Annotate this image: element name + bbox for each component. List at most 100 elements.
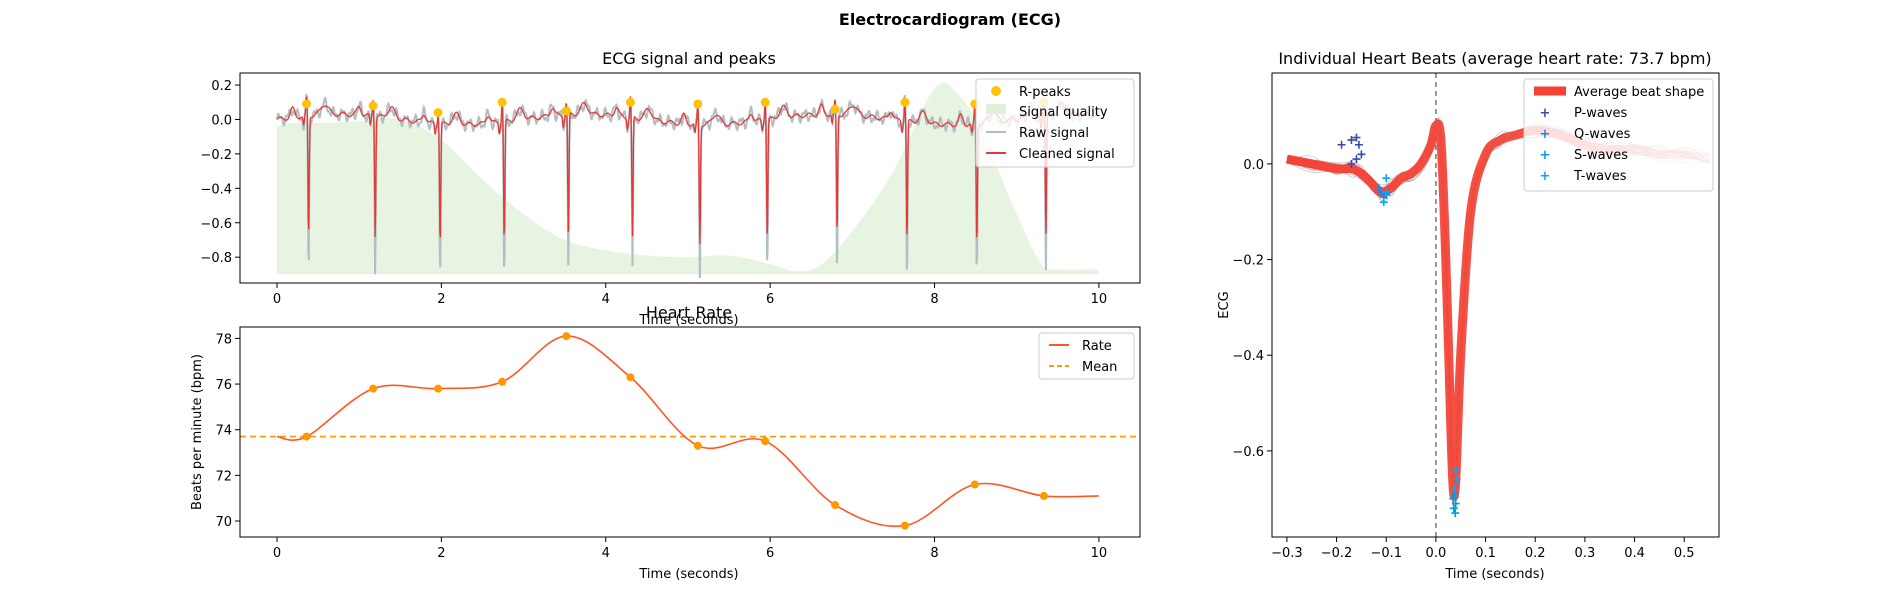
beats-y-ticks: −0.6 −0.4 −0.2 0.0: [1232, 158, 1272, 460]
p-waves-marker: [1352, 133, 1361, 142]
t-waves-marker: [1452, 475, 1461, 484]
legend-t-marker: +: [1540, 169, 1551, 184]
signal-quality-area: [276, 82, 1099, 275]
cleaned-signal-line: [276, 95, 1099, 244]
x-tick-label: 8: [930, 546, 938, 561]
rate-point: [434, 384, 443, 393]
x-tick-label: −0.1: [1370, 546, 1402, 561]
x-tick-label: 2: [437, 292, 445, 307]
rate-point: [562, 332, 571, 341]
y-tick-label: −0.2: [200, 148, 232, 163]
y-tick-label: −0.4: [200, 182, 232, 197]
s-waves-marker: [1451, 509, 1460, 518]
beats-plot-frame: [1271, 72, 1720, 538]
x-tick-label: −0.3: [1271, 546, 1303, 561]
ecg-x-ticks: 0 2 4 6 8 10: [273, 283, 1107, 307]
p-waves-marker: [1347, 159, 1356, 168]
r-peak-point: [900, 97, 910, 107]
x-tick-label: 0: [273, 292, 281, 307]
rate-legend: Rate Mean: [1038, 332, 1135, 380]
y-tick-label: 70: [215, 515, 232, 530]
p-waves-marker: [1337, 140, 1346, 149]
rate-point: [302, 432, 311, 441]
legend-raw-signal: Raw signal: [1019, 126, 1089, 141]
legend-p-waves: P-waves: [1574, 106, 1628, 121]
x-tick-label: 2: [437, 546, 445, 561]
y-tick-label: −0.4: [1232, 349, 1264, 364]
rate-panel: Heart Rate 0 2 4 6 8 10 70 72 74 76 78 Time (seco…: [190, 303, 1141, 582]
legend-average-beat: Average beat shape: [1574, 85, 1704, 100]
x-tick-label: 0.4: [1624, 546, 1645, 561]
y-tick-label: 0.2: [211, 79, 232, 94]
y-tick-label: 72: [215, 469, 232, 484]
x-tick-label: 6: [766, 546, 774, 561]
beats-panel-title: Individual Heart Beats (average heart ra…: [1278, 49, 1711, 68]
legend-q-marker: +: [1540, 127, 1551, 142]
r-peak-point: [497, 97, 507, 107]
r-peak-point: [830, 104, 840, 114]
t-waves-marker: [1382, 174, 1391, 183]
rate-point: [1039, 491, 1048, 500]
clean-signal-path: [276, 95, 1099, 244]
legend-r-peaks-marker: [991, 86, 1001, 96]
y-tick-label: −0.6: [1232, 445, 1264, 460]
beats-x-ticks: −0.3 −0.2 −0.1 0.0 0.1 0.2 0.3 0.4 0.5: [1271, 537, 1695, 561]
ecg-panel: ECG signal and peaks 0 2 4 6 8 10 −0.8−0.6−0.…: [200, 49, 1141, 328]
legend-r-peaks: R-peaks: [1019, 85, 1071, 100]
y-tick-label: 78: [215, 332, 232, 347]
x-tick-label: 10: [1091, 546, 1108, 561]
signal-quality-fill: [276, 82, 1099, 275]
rate-point: [970, 480, 979, 489]
legend-s-marker: +: [1540, 148, 1551, 163]
x-tick-label: −0.2: [1321, 546, 1353, 561]
ecg-y-ticks: −0.8 −0.6 −0.4 −0.2 0.0 0.2: [200, 79, 240, 266]
legend-signal-quality: Signal quality: [1019, 105, 1108, 120]
x-tick-label: 0.5: [1674, 546, 1695, 561]
rate-point: [693, 441, 702, 450]
rate-point: [831, 501, 840, 510]
rate-panel-title: Heart Rate: [646, 303, 732, 322]
r-peak-point: [561, 106, 571, 116]
y-tick-label: 74: [215, 424, 232, 439]
x-tick-label: 0.2: [1525, 546, 1546, 561]
x-tick-label: 0: [273, 546, 281, 561]
y-tick-label: −0.2: [1232, 254, 1264, 269]
legend-cleaned-signal: Cleaned signal: [1019, 147, 1115, 162]
x-tick-label: 0.0: [1426, 546, 1447, 561]
legend-t-waves: T-waves: [1573, 169, 1627, 184]
y-tick-label: 0.0: [1243, 158, 1264, 173]
y-tick-label: −0.8: [200, 251, 232, 266]
beats-legend: Average beat shape + P-waves + Q-waves +…: [1523, 78, 1714, 192]
rate-points: [302, 332, 1048, 530]
p-waves-marker: [1352, 155, 1361, 164]
x-tick-label: 0.3: [1575, 546, 1596, 561]
wave-markers: [1337, 133, 1461, 518]
p-waves-marker: [1347, 135, 1356, 144]
rate-y-ticks: 70 72 74 76 78: [215, 332, 240, 530]
s-waves-marker: [1449, 504, 1458, 513]
y-tick-label: −0.6: [200, 217, 232, 232]
x-tick-label: 4: [602, 292, 610, 307]
figure-title: Electrocardiogram (ECG): [838, 10, 1062, 29]
beats-y-label: ECG: [1217, 291, 1232, 318]
r-peak-point: [693, 99, 703, 109]
beats-x-label: Time (seconds): [1444, 567, 1544, 582]
p-waves-marker: [1357, 150, 1366, 159]
ecg-x-label: Time (seconds): [638, 313, 738, 328]
r-peak-point: [433, 108, 443, 118]
s-waves-marker: [1449, 494, 1458, 503]
x-tick-label: 6: [766, 292, 774, 307]
q-waves-marker: [1374, 183, 1383, 192]
raw-signal-line: [276, 93, 1100, 279]
x-tick-label: 10: [1091, 292, 1108, 307]
raw-signal-path: [276, 93, 1100, 279]
rate-point: [626, 373, 635, 382]
ecg-panel-title: ECG signal and peaks: [602, 49, 776, 68]
x-tick-label: 0.1: [1475, 546, 1496, 561]
t-waves-marker: [1450, 485, 1459, 494]
legend-q-waves: Q-waves: [1574, 127, 1631, 142]
ecg-plot-frame: [239, 72, 1141, 284]
rate-point: [761, 437, 770, 446]
r-peak-point: [368, 101, 378, 111]
